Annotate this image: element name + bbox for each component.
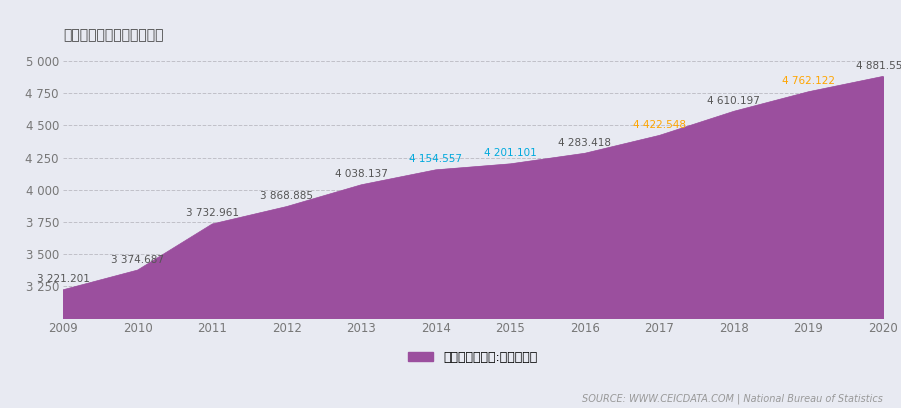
Legend: 综合能源平衡表:终端消耗量: 综合能源平衡表:终端消耗量 xyxy=(404,346,542,368)
Text: 4 762.122: 4 762.122 xyxy=(782,76,835,86)
Text: 3 732.961: 3 732.961 xyxy=(186,208,239,219)
Text: 4 881.558: 4 881.558 xyxy=(857,61,901,71)
Text: 3 221.201: 3 221.201 xyxy=(37,274,89,284)
Text: 4 610.197: 4 610.197 xyxy=(707,96,760,106)
Text: 3 868.885: 3 868.885 xyxy=(260,191,314,201)
Text: 所选日期没有可用的数据。: 所选日期没有可用的数据。 xyxy=(63,29,164,42)
Text: 4 038.137: 4 038.137 xyxy=(335,169,387,179)
Text: 3 374.687: 3 374.687 xyxy=(111,255,164,264)
Text: 4 154.557: 4 154.557 xyxy=(409,154,462,164)
Text: SOURCE: WWW.CEICDATA.COM | National Bureau of Statistics: SOURCE: WWW.CEICDATA.COM | National Bure… xyxy=(582,393,883,404)
Text: 4 422.548: 4 422.548 xyxy=(633,120,686,130)
Text: 4 201.101: 4 201.101 xyxy=(484,149,537,158)
Text: 4 283.418: 4 283.418 xyxy=(559,138,612,148)
